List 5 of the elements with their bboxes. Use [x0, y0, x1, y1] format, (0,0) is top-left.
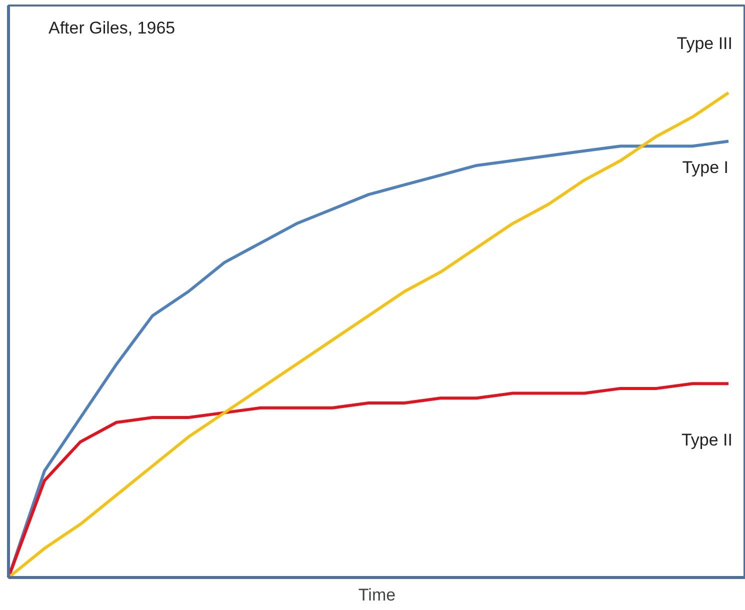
text: After Giles, 1965: [48, 18, 176, 38]
text: Type III: [676, 34, 732, 53]
x-axis-title: Time: [358, 586, 396, 604]
text: Type II: [681, 430, 733, 450]
series-label: Type I: [682, 158, 729, 178]
